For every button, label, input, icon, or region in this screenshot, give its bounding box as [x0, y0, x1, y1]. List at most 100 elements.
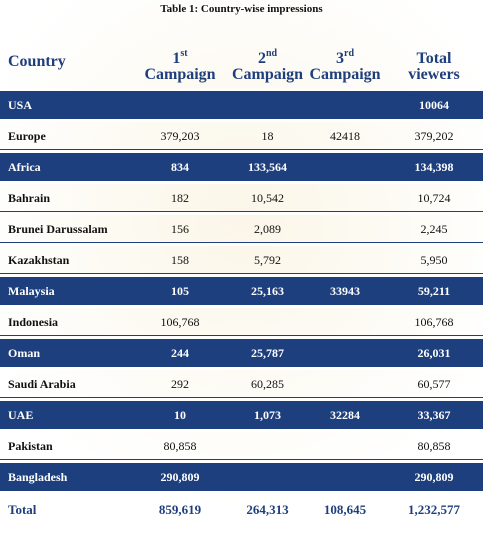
total-row: Total 859,619 264,313 108,645 1,232,577: [0, 492, 483, 527]
table-cell: 106,768: [385, 305, 483, 339]
header-text: Total: [416, 50, 452, 67]
header-text: Campaign: [309, 66, 381, 83]
table-cell: [305, 89, 385, 122]
table-cell: UAE: [0, 398, 130, 432]
header-text: 2: [257, 50, 266, 67]
table-cell: [305, 367, 385, 401]
table-row: Malaysia 105 25,163 33943 59,211: [0, 274, 483, 308]
table-cell: 134,398: [385, 150, 483, 184]
table-cell: 105: [130, 274, 230, 308]
header-text: viewers: [408, 66, 460, 83]
header-sup: st: [180, 48, 188, 59]
table-cell: [305, 150, 385, 184]
table-cell: [305, 212, 385, 246]
table-cell: Europe: [0, 119, 130, 153]
table-cell: 33,367: [385, 398, 483, 432]
total-cell: 1,232,577: [385, 492, 483, 527]
table-cell: 59,211: [385, 274, 483, 308]
table-cell: 2,245: [385, 212, 483, 246]
header-sup: rd: [344, 48, 354, 59]
table-cell: 18: [230, 119, 305, 153]
table-cell: Pakistan: [0, 429, 130, 463]
table-row: Saudi Arabia 292 60,285 60,577: [0, 367, 483, 401]
table-cell: USA: [0, 89, 130, 122]
column-header: 3rd Campaign: [305, 34, 385, 90]
table-cell: Oman: [0, 336, 130, 370]
table-cell: 834: [130, 150, 230, 184]
table-cell: [305, 305, 385, 339]
table-row: Oman 244 25,787 26,031: [0, 336, 483, 370]
table-cell: 182: [130, 181, 230, 215]
table-cell: 42418: [305, 119, 385, 153]
column-header: 1st Campaign: [130, 34, 230, 90]
table-cell: [230, 429, 305, 463]
table-cell: 10: [130, 398, 230, 432]
table-cell: 156: [130, 212, 230, 246]
table-cell: 32284: [305, 398, 385, 432]
table-row: Africa 834 133,564 134,398: [0, 150, 483, 184]
table-row: Europe 379,203 18 42418 379,202: [0, 119, 483, 153]
impressions-table: Country 1st Campaign 2nd Campaign 3rd Campaign…: [0, 34, 483, 527]
table-cell: 26,031: [385, 336, 483, 370]
header-text: Country: [8, 53, 66, 70]
table-row: Bangladesh 290,809 290,809: [0, 460, 483, 494]
table-cell: 5,792: [230, 243, 305, 277]
header-row: Country 1st Campaign 2nd Campaign 3rd Campaign…: [0, 34, 483, 90]
table-cell: 158: [130, 243, 230, 277]
table-cell: Bahrain: [0, 181, 130, 215]
column-header: 2nd Campaign: [230, 34, 305, 90]
table-cell: [230, 89, 305, 122]
table-cell: 25,163: [230, 274, 305, 308]
column-header: Total viewers: [385, 34, 483, 90]
table-cell: 80,858: [130, 429, 230, 463]
table-cell: 379,203: [130, 119, 230, 153]
table-cell: Saudi Arabia: [0, 367, 130, 401]
table-cell: 80,858: [385, 429, 483, 463]
table-cell: 33943: [305, 274, 385, 308]
table-cell: [305, 243, 385, 277]
total-cell: 108,645: [305, 492, 385, 527]
table-row: UAE 10 1,073 32284 33,367: [0, 398, 483, 432]
table-cell: 133,564: [230, 150, 305, 184]
table-cell: Kazakhstan: [0, 243, 130, 277]
header-text: Campaign: [144, 66, 216, 83]
column-header: Country: [0, 34, 130, 90]
table-cell: 106,768: [130, 305, 230, 339]
table-cell: 244: [130, 336, 230, 370]
table-cell: 379,202: [385, 119, 483, 153]
table-cell: 5,950: [385, 243, 483, 277]
table-body: USA 10064 Europe 379,203 18 42418 379,202 Afric…: [0, 89, 483, 527]
table-cell: [230, 305, 305, 339]
table-cell: Africa: [0, 150, 130, 184]
header-text: 3: [336, 50, 344, 67]
table-cell: Bangladesh: [0, 460, 130, 494]
table-cell: 60,577: [385, 367, 483, 401]
table-cell: 10064: [385, 89, 483, 122]
table-cell: [130, 89, 230, 122]
header-text: 1: [172, 50, 181, 67]
table-cell: 60,285: [230, 367, 305, 401]
total-cell: Total: [0, 492, 130, 527]
header-sup: nd: [265, 48, 278, 59]
table-row: Bahrain 182 10,542 10,724: [0, 181, 483, 215]
table-row: Pakistan 80,858 80,858: [0, 429, 483, 463]
table-cell: [305, 460, 385, 494]
table-cell: 290,809: [130, 460, 230, 494]
table-row: Brunei Darussalam 156 2,089 2,245: [0, 212, 483, 246]
table-cell: 1,073: [230, 398, 305, 432]
table-cell: 292: [130, 367, 230, 401]
table-row: Kazakhstan 158 5,792 5,950: [0, 243, 483, 277]
table-cell: [230, 460, 305, 494]
header-text: Campaign: [231, 66, 304, 83]
table-cell: 10,542: [230, 181, 305, 215]
table-row: USA 10064: [0, 89, 483, 122]
table-cell: Malaysia: [0, 274, 130, 308]
table-cell: Brunei Darussalam: [0, 212, 130, 246]
total-cell: 264,313: [230, 492, 305, 527]
table-cell: [305, 429, 385, 463]
table-cell: 2,089: [230, 212, 305, 246]
table-cell: 10,724: [385, 181, 483, 215]
total-cell: 859,619: [130, 492, 230, 527]
table-row: Indonesia 106,768 106,768: [0, 305, 483, 339]
